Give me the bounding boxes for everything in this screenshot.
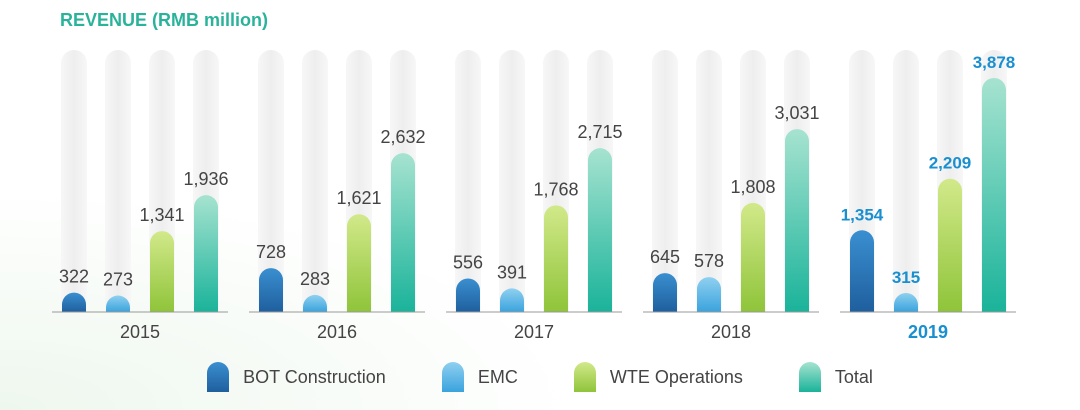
- value-label-2015-total: 1,936: [183, 169, 228, 189]
- legend-label-wte-operations: WTE Operations: [609, 366, 743, 387]
- legend-label-bot-construction: BOT Construction: [243, 366, 386, 387]
- bar-2018-bot-construction: [653, 273, 677, 312]
- value-label-2017-wte-operations: 1,768: [533, 179, 578, 199]
- value-label-2019-total: 3,878: [973, 53, 1016, 72]
- value-label-2019-emc: 315: [892, 268, 920, 287]
- bar-2019-bot-construction: [850, 230, 874, 312]
- bar-2017-wte-operations: [544, 205, 568, 312]
- value-label-2018-emc: 578: [694, 251, 724, 271]
- legend-item-bot-construction: BOT Construction: [207, 362, 386, 392]
- bar-2018-wte-operations: [741, 202, 765, 312]
- legend-swatch-total: [798, 362, 821, 392]
- category-label-2017: 2017: [514, 322, 554, 342]
- bar-2017-total: [588, 148, 612, 312]
- value-label-2015-emc: 273: [103, 270, 133, 290]
- value-label-2018-wte-operations: 1,808: [730, 177, 775, 197]
- bar-2016-total: [391, 153, 416, 312]
- value-label-2016-wte-operations: 1,621: [336, 188, 381, 208]
- track-2019-emc: [893, 50, 919, 312]
- legend-label-total: Total: [834, 366, 873, 387]
- chart-title: REVENUE (RMB million): [60, 10, 269, 30]
- value-label-2019-wte-operations: 2,209: [929, 154, 972, 173]
- category-label-2019: 2019: [908, 322, 948, 342]
- value-label-2018-total: 3,031: [774, 103, 819, 123]
- legend-item-wte-operations: WTE Operations: [573, 362, 743, 392]
- bar-2019-wte-operations: [938, 178, 962, 312]
- category-label-2018: 2018: [711, 322, 751, 342]
- bar-2016-emc: [303, 294, 327, 312]
- bar-2019-total: [982, 78, 1006, 312]
- bar-2018-total: [785, 129, 809, 312]
- track-2016-emc: [302, 50, 328, 312]
- track-2015-emc: [105, 50, 131, 312]
- bar-2015-wte-operations: [150, 231, 174, 312]
- legend-swatch-emc: [441, 362, 464, 392]
- value-label-2017-bot-construction: 556: [453, 252, 483, 272]
- bar-2015-bot-construction: [62, 292, 86, 312]
- value-label-2018-bot-construction: 645: [650, 247, 680, 267]
- bar-2017-emc: [500, 288, 524, 312]
- bar-2016-bot-construction: [259, 268, 283, 312]
- legend: BOT Construction EMC WTE Operations Tota…: [0, 362, 1080, 392]
- value-label-2017-total: 2,715: [577, 122, 622, 142]
- value-label-2019-bot-construction: 1,354: [841, 205, 884, 224]
- bar-2016-wte-operations: [347, 214, 371, 312]
- legend-swatch-bot-construction: [207, 362, 230, 392]
- track-2018-emc: [696, 50, 722, 312]
- legend-label-emc: EMC: [477, 366, 518, 387]
- bar-2015-total: [194, 195, 218, 312]
- legend-swatch-wte-operations: [573, 362, 596, 392]
- bar-chart: 322 273 1,341 1,936 728 283 1,621 2,632 556 391 1,…: [52, 50, 1016, 342]
- bar-2015-emc: [106, 295, 130, 312]
- track-2015-bot-construction: [61, 50, 87, 312]
- bar-2017-bot-construction: [456, 278, 480, 312]
- track-2018-bot-construction: [652, 50, 678, 312]
- category-label-2015: 2015: [120, 322, 160, 342]
- legend-item-emc: EMC: [441, 362, 518, 392]
- track-2016-bot-construction: [258, 50, 284, 312]
- value-label-2016-bot-construction: 728: [256, 242, 286, 262]
- value-label-2016-total: 2,632: [380, 127, 425, 147]
- value-label-2015-bot-construction: 322: [59, 267, 89, 287]
- value-label-2017-emc: 391: [497, 262, 527, 282]
- value-label-2016-emc: 283: [300, 269, 330, 289]
- bar-2018-emc: [697, 277, 721, 312]
- value-label-2015-wte-operations: 1,341: [139, 205, 184, 225]
- track-2017-emc: [499, 50, 525, 312]
- track-2017-bot-construction: [455, 50, 481, 312]
- category-label-2016: 2016: [317, 322, 357, 342]
- legend-item-total: Total: [798, 362, 873, 392]
- bar-2019-emc: [894, 292, 918, 312]
